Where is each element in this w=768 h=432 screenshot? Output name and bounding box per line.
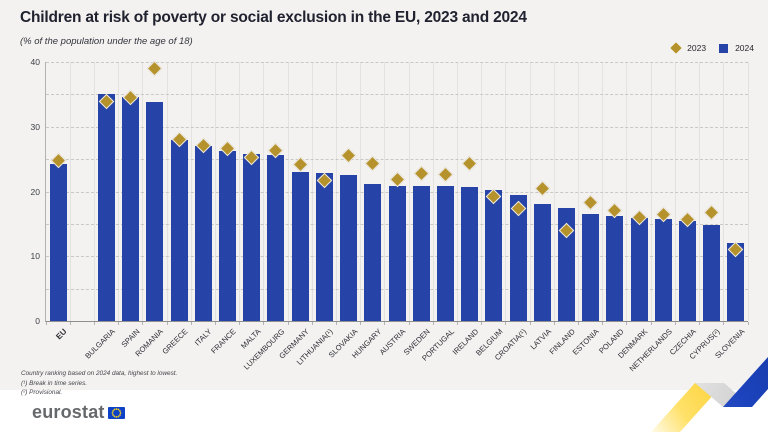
x-axis-tick <box>263 322 265 325</box>
diamond-2023-cyprus <box>703 205 720 221</box>
x-axis-tick <box>529 322 531 325</box>
eu-flag-icon <box>107 406 125 419</box>
gridline-horizontal-30 <box>46 126 748 128</box>
bar-2024-portugal <box>436 186 454 321</box>
footnote-ranking: Country ranking based on 2024 data, high… <box>21 370 178 377</box>
eurostat-logo: eurostat <box>32 402 125 423</box>
bar-2024-austria <box>388 185 406 321</box>
legend-2024-label: 2024 <box>735 43 754 53</box>
bar-2024-lithuania <box>315 173 333 321</box>
x-axis-tick <box>408 322 410 325</box>
y-axis-label-40: 40 <box>30 57 40 67</box>
bar-2024-bulgaria <box>98 93 116 321</box>
bar-2024-slovenia <box>727 243 745 321</box>
x-axis-tick <box>432 322 434 325</box>
bar-2024-italy <box>194 145 212 321</box>
page-title: Children at risk of poverty or social ex… <box>20 9 527 26</box>
x-axis-tick <box>360 322 362 325</box>
gridline-horizontal-40 <box>46 62 748 63</box>
x-axis-tick <box>602 322 604 325</box>
x-axis-tick <box>723 322 725 325</box>
footnote-break-in-series: (¹) Break in time series. <box>21 379 88 387</box>
bar-2024-romania <box>146 102 164 321</box>
diamond-2023-latvia <box>534 180 551 197</box>
bar-2024-sweden <box>412 185 430 321</box>
legend: 2023 2024 <box>670 42 754 54</box>
bar-2024-hungary <box>364 184 382 321</box>
x-axis-tick <box>650 322 652 325</box>
bar-2024-greece <box>170 139 188 321</box>
x-axis-tick <box>118 322 120 325</box>
bar-2024-ireland <box>461 186 479 321</box>
page-subtitle: (% of the population under the age of 18… <box>20 36 193 47</box>
eurostat-logo-text: eurostat <box>32 402 105 422</box>
x-axis-tick <box>214 322 216 325</box>
x-axis-tick <box>239 322 241 325</box>
bar-2024-france <box>219 150 237 321</box>
diamond-2023-estonia <box>582 194 599 211</box>
x-axis-tick <box>457 322 459 325</box>
bar-2024-latvia <box>533 204 551 321</box>
gridline-horizontal-35 <box>46 94 748 96</box>
bar-2024-cyprus <box>703 224 721 321</box>
legend-2023-diamond-icon <box>670 42 682 54</box>
x-axis-tick <box>384 322 386 325</box>
bar-2024-denmark <box>630 218 648 321</box>
diamond-2023-portugal <box>437 166 454 182</box>
x-axis-tick <box>553 322 555 325</box>
x-axis-tick <box>166 322 168 325</box>
bar-2024-estonia <box>582 214 600 321</box>
diamond-2023-slovakia <box>340 148 357 164</box>
y-axis-label-20: 20 <box>30 186 40 197</box>
bar-2024-croatia <box>509 195 527 321</box>
gridline-horizontal-25 <box>46 159 748 161</box>
x-axis-tick <box>93 322 95 325</box>
x-axis-tick <box>578 322 580 325</box>
x-axis-tick <box>335 322 337 325</box>
y-axis-label-0: 0 <box>35 316 40 326</box>
bar-2024-luxembourg <box>267 155 285 321</box>
x-axis-tick <box>190 322 192 325</box>
bar-2024-spain <box>122 96 140 321</box>
legend-2024-square-icon <box>719 43 729 53</box>
x-axis-tick <box>287 322 289 325</box>
x-axis-tick <box>45 322 47 325</box>
y-axis-label-10: 10 <box>30 251 40 262</box>
footnote-provisional: (²) Provisional. <box>21 389 63 397</box>
bar-2024-finland <box>557 208 575 321</box>
x-axis-tick <box>699 322 701 325</box>
x-axis-tick <box>311 322 313 325</box>
eurostat-ribbon-decoration <box>648 357 768 432</box>
legend-2023-label: 2023 <box>687 43 707 53</box>
bar-chart-plot-area: 0 10 20 30 40 EU BULGARIA SPAIN ROMANIA GREECE ITA… <box>31 57 749 373</box>
x-axis-tick <box>505 322 507 325</box>
bar-2024-netherlands <box>654 218 672 321</box>
bar-2024-eu <box>49 164 67 321</box>
x-axis-tick <box>626 322 628 325</box>
bar-2024-belgium <box>485 190 503 321</box>
bar-2024-germany <box>291 172 309 321</box>
x-axis-tick <box>747 322 749 325</box>
bar-2024-slovakia <box>340 174 358 321</box>
x-axis-tick <box>481 322 483 325</box>
x-axis-tick <box>674 322 676 325</box>
bar-2024-czechia <box>678 221 696 321</box>
diamond-2023-hungary <box>365 155 381 171</box>
diamond-2023-romania <box>147 60 163 77</box>
bar-2024-poland <box>606 216 624 321</box>
diamond-2023-sweden <box>413 165 429 182</box>
y-axis-label-30: 30 <box>30 121 40 132</box>
bar-2024-malta <box>243 153 261 321</box>
x-axis-tick <box>142 322 144 325</box>
footnotes: Country ranking based on 2024 data, high… <box>21 369 177 398</box>
gridline-vertical <box>747 62 749 321</box>
x-axis-tick <box>69 322 71 325</box>
